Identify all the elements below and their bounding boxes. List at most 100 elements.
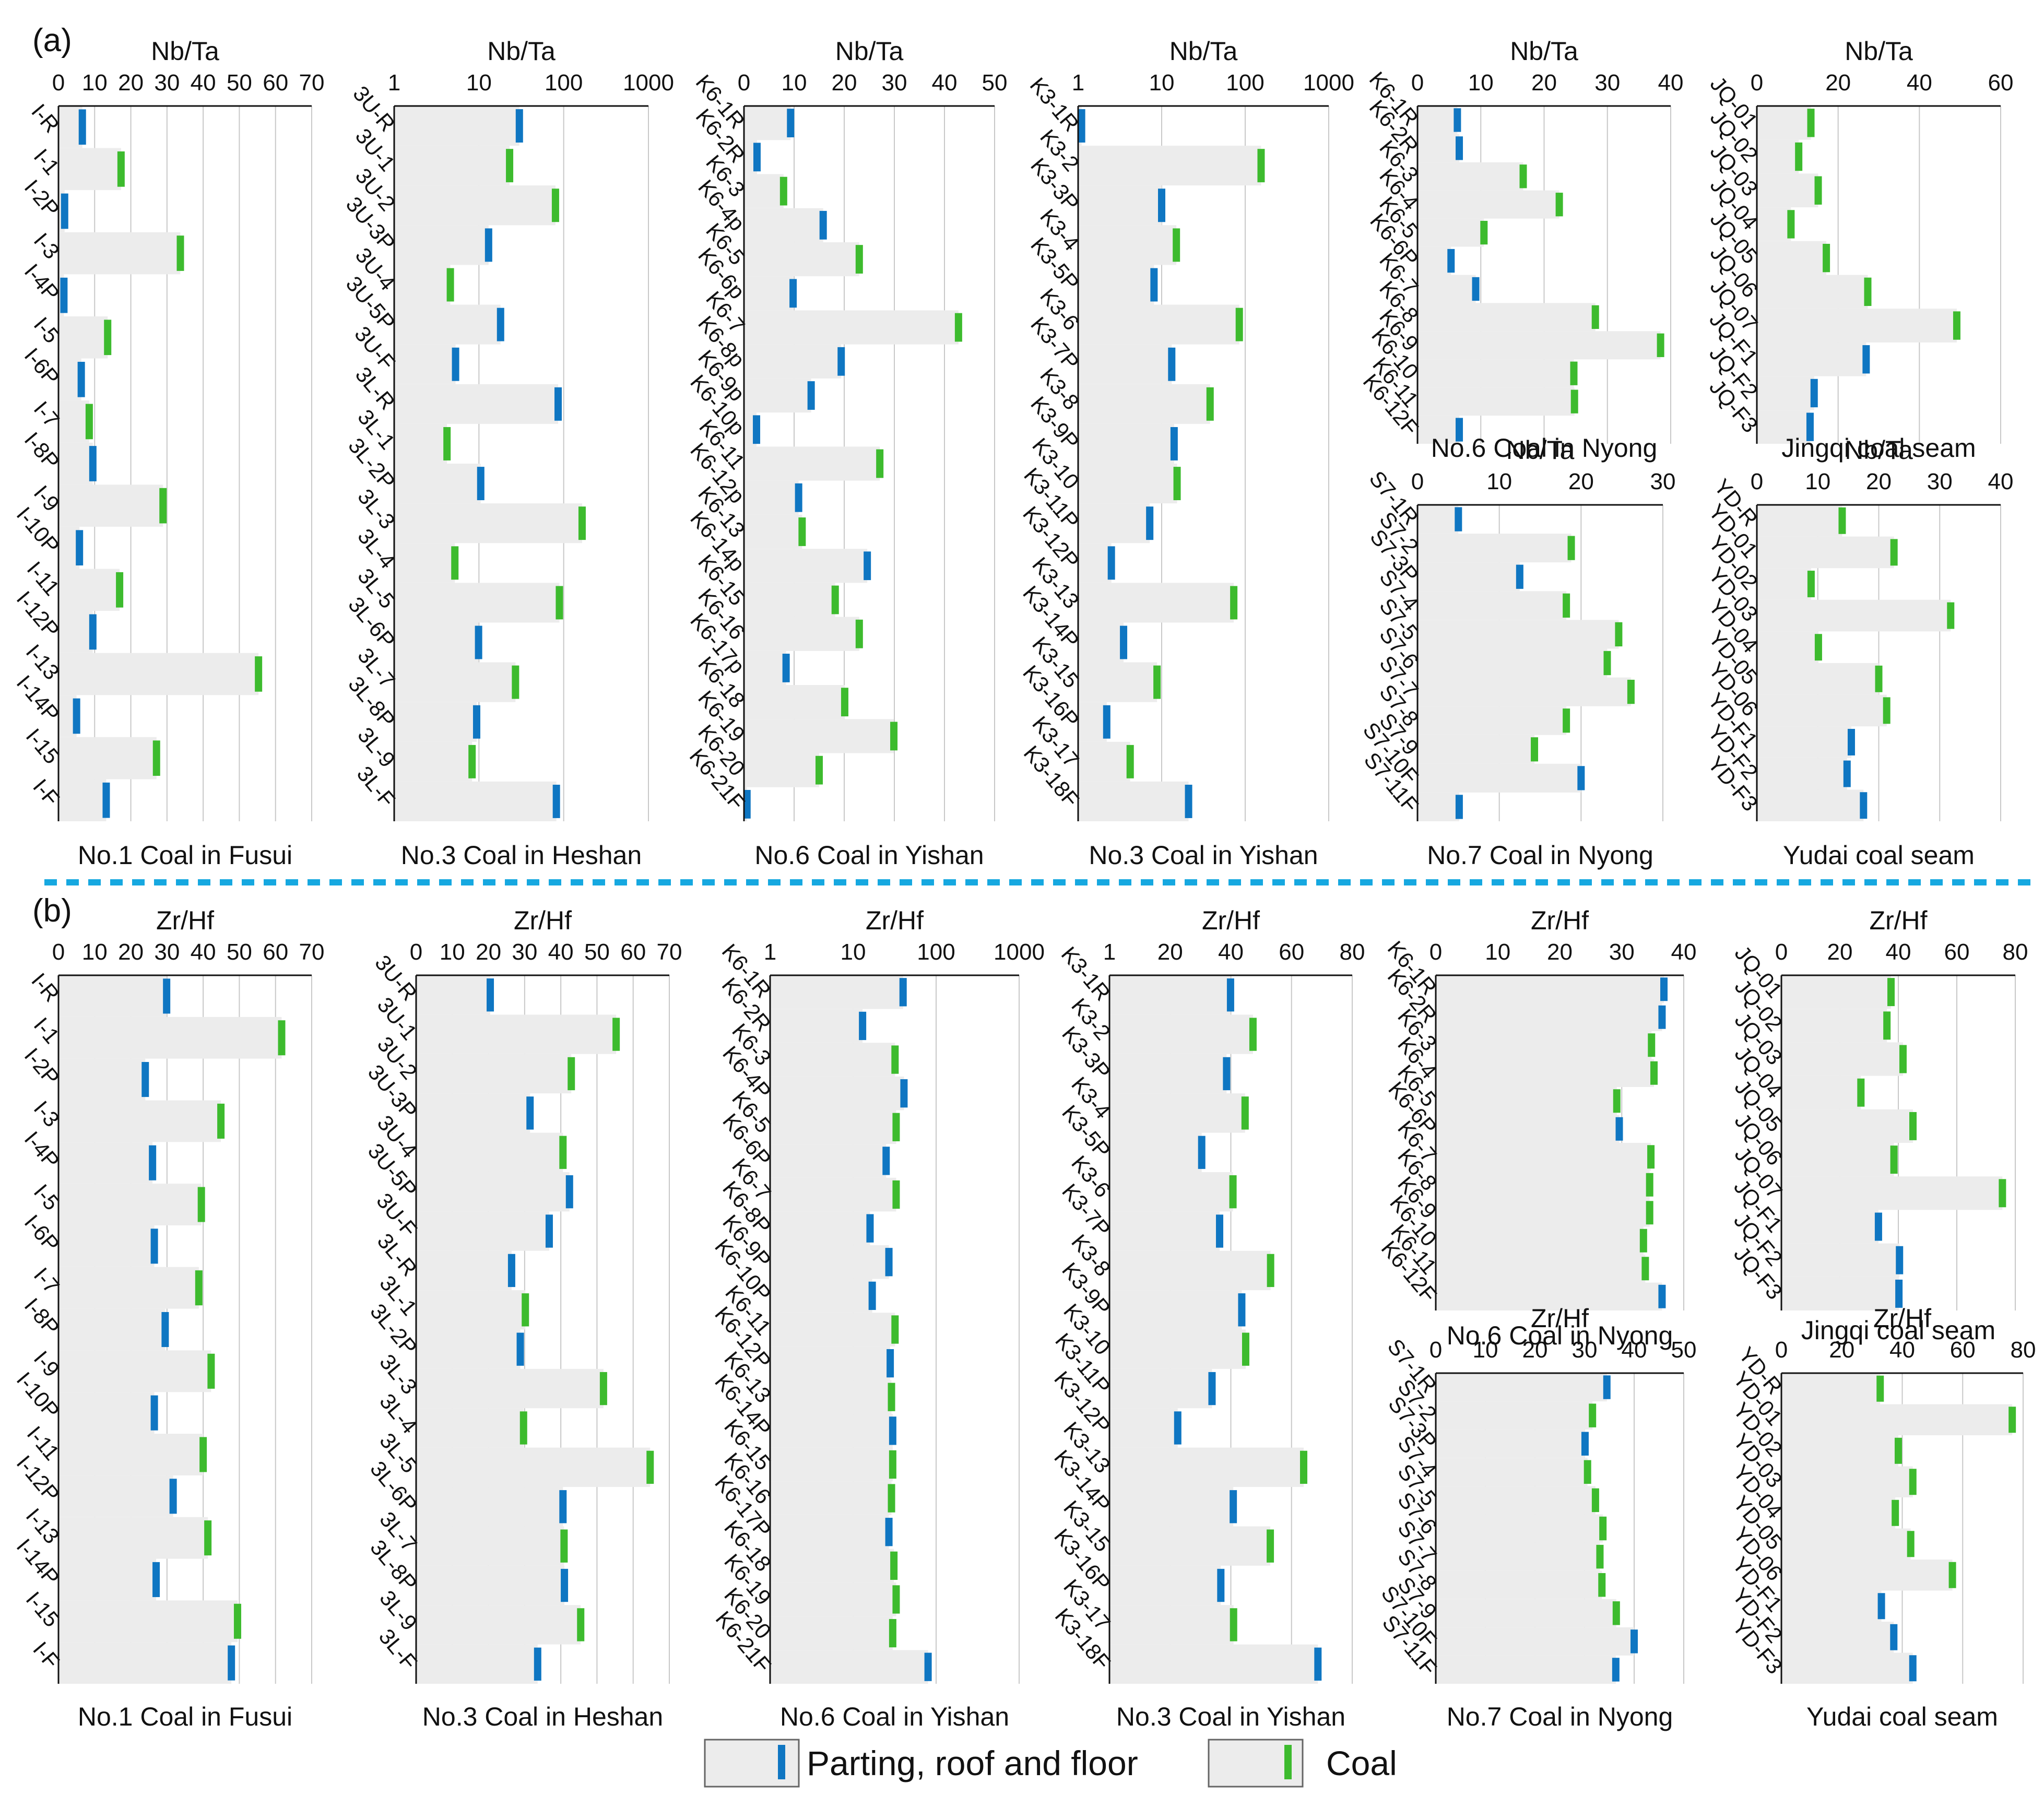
coal-marker [468, 745, 476, 778]
bar [1417, 562, 1520, 592]
coal-marker [888, 1484, 895, 1513]
coal-marker [1249, 1018, 1257, 1051]
bar [744, 685, 845, 719]
bar [58, 1267, 199, 1309]
tick-label: 40 [191, 939, 216, 965]
parting-marker [1658, 1284, 1666, 1308]
bar [58, 653, 259, 695]
tick-label: 60 [1950, 1337, 1976, 1363]
chart-title: No.7 Coal in Nyong [1447, 1702, 1673, 1731]
tick-label: 40 [1988, 469, 2014, 494]
bar [1417, 648, 1608, 678]
bar [1417, 416, 1460, 444]
parting-marker [1150, 268, 1158, 302]
bar [744, 276, 794, 311]
parting-marker [1660, 977, 1668, 1001]
coal-marker [1206, 387, 1214, 421]
parting-marker [1185, 784, 1192, 818]
bar [744, 344, 842, 379]
bar [1436, 1255, 1646, 1283]
coal-marker [559, 1136, 567, 1169]
bar [1417, 134, 1460, 162]
sample-label: I-2P [20, 175, 65, 221]
tick-label: 1 [764, 939, 776, 965]
coal-marker [159, 488, 167, 524]
tick-label: 100 [545, 70, 583, 96]
axis-title: Zr/Hf [1869, 906, 1927, 935]
bar [58, 106, 82, 148]
parting-marker [89, 446, 97, 481]
parting-marker [552, 784, 560, 818]
bar [1757, 410, 1810, 444]
tick-label: 0 [52, 939, 65, 965]
bar [1078, 423, 1174, 464]
bar [1109, 1526, 1271, 1566]
sample-label: I-6P [20, 343, 65, 389]
bar [1757, 342, 1866, 376]
parting-marker [859, 1011, 867, 1041]
bar [1417, 331, 1661, 360]
bar [1078, 265, 1154, 305]
bar [1078, 225, 1177, 265]
parting-marker [228, 1645, 235, 1681]
bar [1417, 162, 1523, 191]
bar [1417, 218, 1484, 247]
bar [58, 232, 181, 275]
bar [1417, 359, 1574, 388]
chart-title: No.6 Coal in Yishan [754, 841, 984, 870]
coal-marker [1795, 142, 1803, 171]
coal-marker [1584, 1460, 1591, 1484]
tick-label: 70 [299, 939, 325, 965]
bar [1781, 1560, 1953, 1591]
chart-a4: 1 10 100 1000Nb/TaK3-1RK3-2K3-3PK3-4K3-5PK3… [1018, 37, 1354, 870]
coal-marker [1563, 708, 1570, 733]
bar [1417, 591, 1567, 620]
bar [1757, 241, 1827, 275]
tick-label: 10 [466, 70, 492, 96]
parting-marker [1223, 1057, 1231, 1091]
bar [770, 1447, 893, 1482]
bar [1078, 543, 1112, 583]
coal-marker [1599, 1516, 1607, 1541]
bar [1078, 384, 1210, 424]
tick-label: 50 [227, 939, 252, 965]
chart-a8: 0 10 20 30 40Nb/TaYD-RYD-01YD-02YD-03YD-04YD… [1703, 435, 2013, 870]
sample-label: I-8P [20, 1293, 65, 1340]
tick-label: 20 [118, 70, 144, 96]
parting-marker [1847, 729, 1855, 755]
sample-label: 3L-R [351, 362, 400, 415]
coal-marker [876, 449, 884, 478]
bar [1417, 387, 1575, 416]
bar [1757, 536, 1894, 569]
coal-marker [117, 151, 125, 187]
coal-marker [1647, 1145, 1655, 1169]
chart-title: No.6 Coal in Nyong [1447, 1321, 1673, 1350]
coal-marker [1173, 228, 1180, 262]
parting-marker [1455, 507, 1462, 532]
bar [1436, 1003, 1662, 1031]
coal-marker [1857, 1078, 1865, 1107]
bar [770, 1380, 892, 1414]
bar [1078, 781, 1189, 821]
bar [1781, 1435, 1898, 1467]
bar [1109, 1447, 1304, 1487]
parting-marker [899, 978, 907, 1007]
coal-marker [1230, 586, 1238, 620]
parting-marker [526, 1096, 534, 1130]
tick-label: 1000 [994, 939, 1045, 965]
parting-marker [477, 467, 485, 501]
bar [1757, 599, 1951, 632]
legend-label-parting: Parting, roof and floor [807, 1744, 1138, 1782]
coal-marker [1235, 308, 1243, 341]
axis-title: Nb/Ta [1845, 37, 1913, 66]
bar [394, 146, 510, 186]
coal-marker [1591, 1488, 1599, 1513]
sample-label: I-12P [12, 1450, 65, 1506]
parting-marker [150, 1229, 158, 1264]
parting-marker [1860, 792, 1868, 819]
parting-marker [900, 1079, 908, 1108]
bar [1078, 741, 1130, 782]
bar [1109, 1290, 1242, 1330]
coal-marker [1838, 507, 1846, 534]
tick-label: 30 [1594, 70, 1620, 96]
